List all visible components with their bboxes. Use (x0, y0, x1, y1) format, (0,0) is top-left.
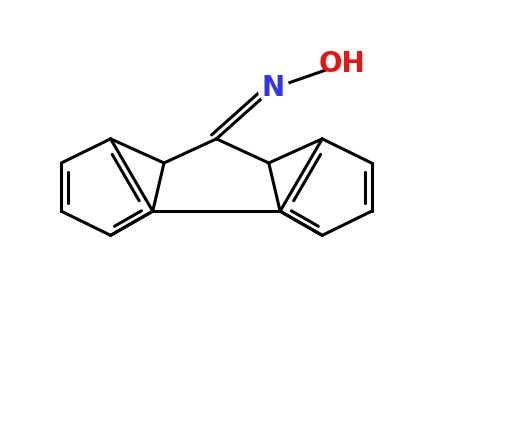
Text: OH: OH (319, 50, 366, 78)
Text: N: N (261, 74, 284, 103)
